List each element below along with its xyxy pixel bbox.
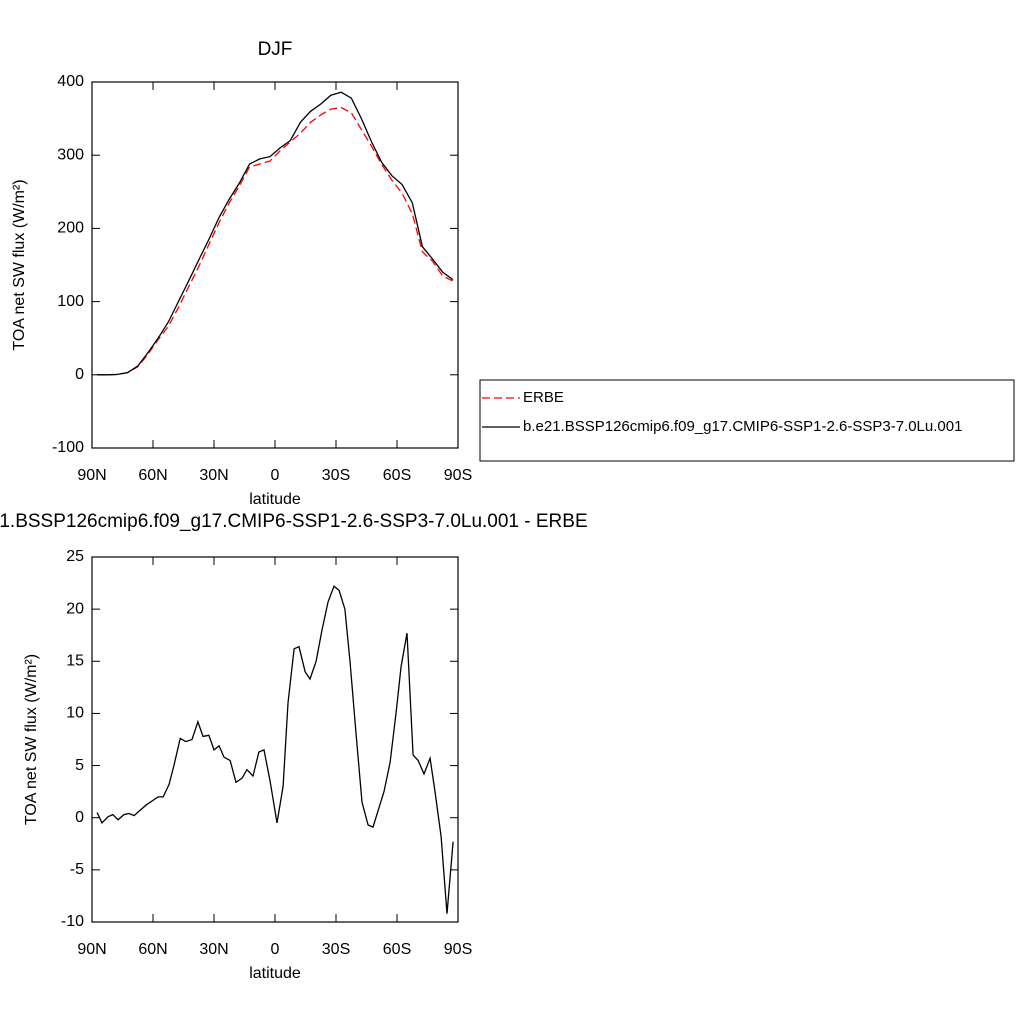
y-axis-label: TOA net SW flux (W/m²)	[23, 654, 40, 825]
x-tick-label: 90S	[444, 467, 472, 484]
y-tick-label: 100	[57, 293, 84, 310]
y-tick-label: 200	[57, 220, 84, 237]
y-tick-label: 15	[66, 653, 84, 670]
y-tick-label: -10	[61, 913, 84, 930]
x-tick-label: 90N	[77, 941, 106, 958]
y-tick-label: 0	[75, 809, 84, 826]
y-tick-label: 300	[57, 146, 84, 163]
chart-title: DJF	[258, 39, 293, 60]
y-axis-label: TOA net SW flux (W/m²)	[11, 179, 28, 350]
x-tick-label: 0	[271, 467, 280, 484]
y-tick-label: -5	[70, 861, 84, 878]
x-axis-label: latitude	[249, 965, 301, 982]
x-tick-label: 60N	[138, 941, 167, 958]
y-tick-label: 10	[66, 705, 84, 722]
data-line	[96, 585, 454, 914]
x-tick-label: 60S	[383, 467, 411, 484]
y-tick-label: -100	[52, 439, 84, 456]
x-tick-label: 60S	[383, 941, 411, 958]
y-tick-label: 5	[75, 757, 84, 774]
x-tick-label: 30S	[322, 467, 350, 484]
x-axis-label: latitude	[249, 491, 301, 508]
x-tick-label: 90N	[77, 467, 106, 484]
plot-frame	[91, 556, 459, 923]
y-tick-label: 400	[57, 73, 84, 90]
x-tick-label: 0	[271, 941, 280, 958]
legend-label: b.e21.BSSP126cmip6.f09_g17.CMIP6-SSP1-2.…	[523, 418, 962, 435]
x-tick-label: 30S	[322, 941, 350, 958]
chart-title: b.e21.BSSP126cmip6.f09_g17.CMIP6-SSP1-2.…	[0, 511, 588, 532]
y-tick-label: 20	[66, 600, 84, 617]
data-line	[97, 91, 454, 376]
x-tick-label: 30N	[199, 467, 228, 484]
plot-frame	[91, 81, 459, 449]
x-tick-label: 90S	[444, 941, 472, 958]
data-line	[97, 106, 454, 376]
y-tick-label: 25	[66, 548, 84, 565]
x-tick-label: 30N	[199, 941, 228, 958]
legend-box	[479, 379, 1015, 462]
legend-label: ERBE	[523, 389, 564, 406]
x-tick-label: 60N	[138, 467, 167, 484]
y-tick-label: 0	[75, 366, 84, 383]
